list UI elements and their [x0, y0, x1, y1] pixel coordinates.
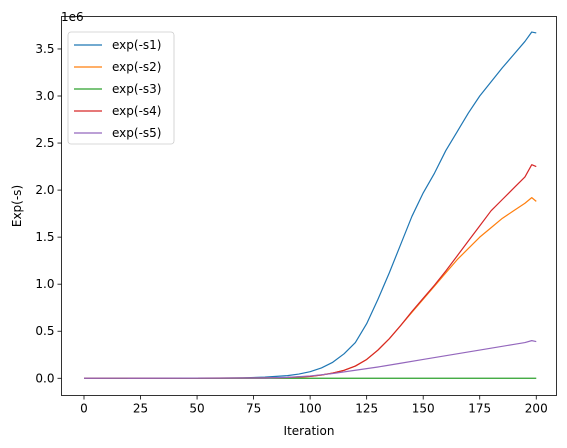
x-tick-label: 175	[468, 402, 491, 416]
y-tick-label: 2.0	[35, 183, 54, 197]
legend-frame	[67, 31, 175, 145]
x-tick-label: 200	[525, 402, 548, 416]
y-tick-label: 0.5	[35, 324, 54, 338]
series-line-1	[83, 31, 537, 379]
legend-label: exp(-s2)	[112, 60, 161, 74]
legend-label: exp(-s3)	[112, 82, 161, 96]
series-line-5	[83, 340, 537, 379]
legend: exp(-s1) exp(-s2) exp(-s3) exp(-s4) exp(-s5)	[67, 31, 175, 145]
x-tick-label: 125	[355, 402, 378, 416]
y-axis-label: Exp(-s)	[10, 185, 24, 227]
legend-label: exp(-s1)	[112, 38, 161, 52]
plot-area-frame	[61, 16, 557, 396]
y-axis-ticks: 0.0 0.5 1.0 1.5 2.0 2.5 3.0 3.5	[35, 42, 62, 385]
y-tick-label: 3.0	[35, 89, 54, 103]
legend-label: exp(-s5)	[112, 126, 161, 140]
x-tick-label: 75	[246, 402, 261, 416]
x-tick-label: 25	[133, 402, 148, 416]
y-tick-label: 1.0	[35, 277, 54, 291]
offset-label: 1e6	[61, 10, 84, 24]
y-tick-label: 1.5	[35, 230, 54, 244]
series-layer	[83, 31, 537, 379]
x-tick-label: 100	[299, 402, 322, 416]
x-tick-label: 150	[412, 402, 435, 416]
x-axis-ticks: 0 25 50 75 100 125 150 175 200	[80, 395, 548, 416]
x-axis-label: Iteration	[284, 424, 335, 438]
x-tick-label: 0	[80, 402, 88, 416]
legend-label: exp(-s4)	[112, 104, 161, 118]
y-tick-label: 2.5	[35, 136, 54, 150]
x-tick-label: 50	[189, 402, 204, 416]
y-tick-label: 0.0	[35, 371, 54, 385]
y-tick-label: 3.5	[35, 42, 54, 56]
